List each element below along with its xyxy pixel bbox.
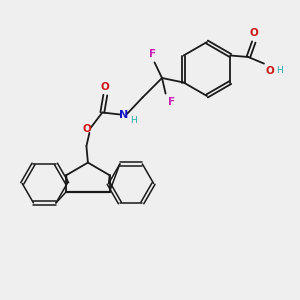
Text: O: O xyxy=(83,124,92,134)
Text: H: H xyxy=(130,116,137,125)
Text: O: O xyxy=(101,82,110,92)
Text: O: O xyxy=(266,66,274,76)
Text: N: N xyxy=(119,110,128,121)
Text: H: H xyxy=(277,66,283,75)
Text: F: F xyxy=(168,97,175,106)
Text: F: F xyxy=(149,50,157,59)
Text: O: O xyxy=(249,28,258,38)
